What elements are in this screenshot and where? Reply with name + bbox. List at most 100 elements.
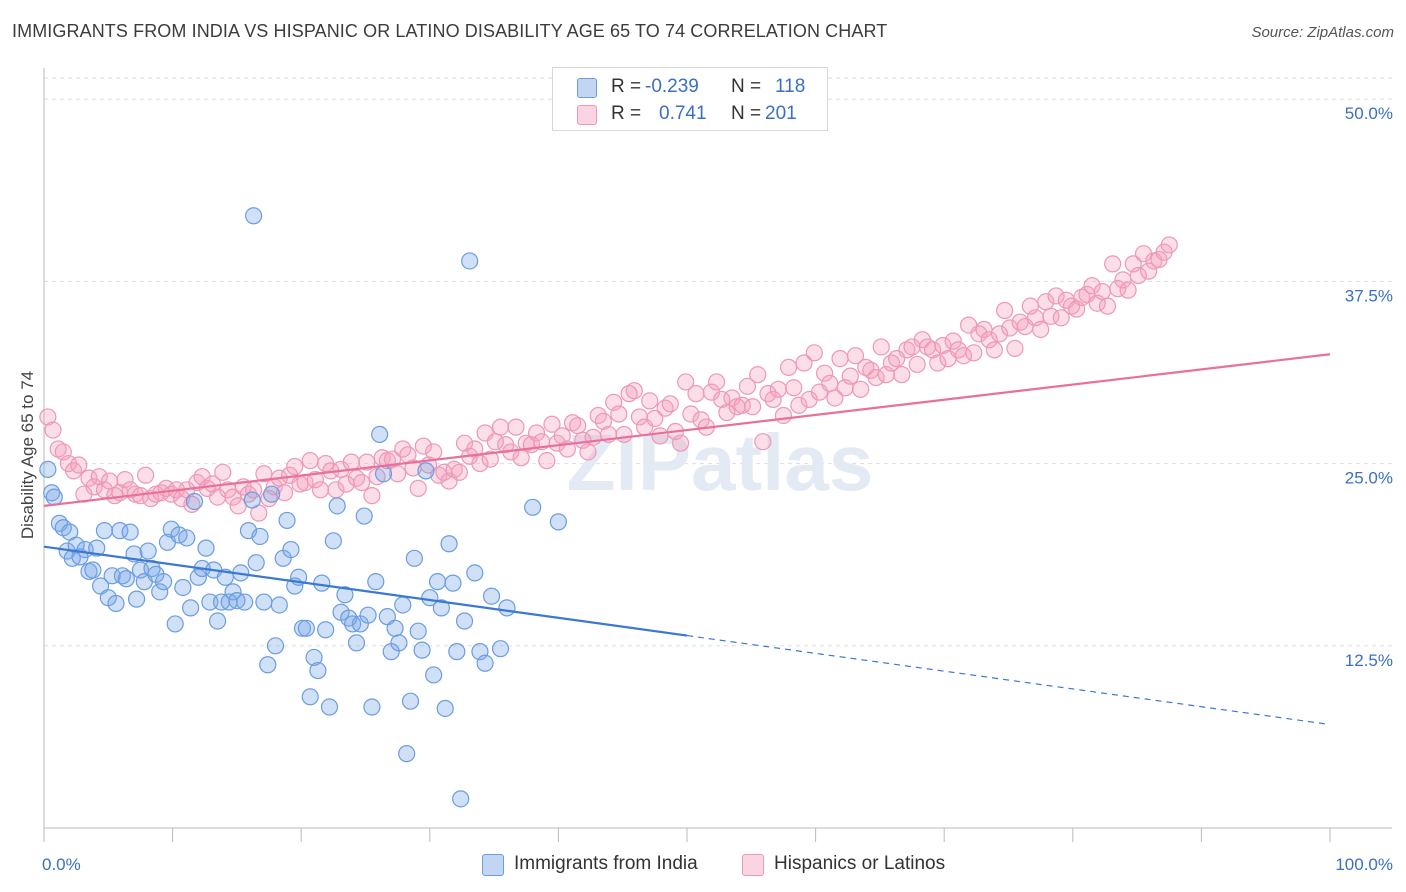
india-point — [243, 491, 261, 509]
hispanic-point — [610, 405, 628, 423]
hispanic-point — [924, 341, 942, 359]
india-point — [117, 570, 135, 588]
hispanic-point — [1093, 282, 1111, 301]
india-trend-extension — [686, 634, 1331, 726]
x-tick-label: 100.0% — [1335, 855, 1393, 874]
india-point — [255, 593, 273, 611]
india-point — [413, 641, 431, 659]
legend-swatch-hispanic — [742, 854, 764, 876]
legend-swatch-hispanic — [577, 105, 597, 125]
india-point — [324, 532, 342, 550]
trend-lines — [43, 353, 1331, 726]
india-point — [178, 529, 196, 547]
hispanic-point — [301, 452, 319, 470]
india-point — [359, 606, 377, 624]
correlation-legend: R = -0.239 N = 118 R = 0.741 N = 201 — [552, 67, 828, 131]
hispanic-point — [183, 495, 201, 513]
india-point — [84, 561, 102, 579]
hispanic-point — [651, 427, 669, 445]
india-point — [189, 568, 207, 586]
india-point — [166, 615, 184, 633]
hispanic-point — [615, 425, 633, 444]
india-point — [224, 583, 242, 601]
hispanic-point — [491, 418, 510, 436]
hispanic-point — [445, 460, 463, 479]
hispanic-point — [852, 380, 870, 398]
hispanic-point — [1098, 297, 1117, 315]
hispanic-point — [682, 405, 700, 423]
india-point — [386, 619, 404, 637]
hispanic-point — [563, 414, 582, 432]
hispanic-point — [425, 443, 443, 461]
india-point — [374, 465, 393, 483]
hispanic-point — [872, 338, 890, 356]
hispanic-point — [661, 395, 679, 413]
india-point — [293, 619, 312, 637]
hispanic-point — [1073, 288, 1091, 306]
hispanic-point — [620, 385, 638, 403]
india-point — [440, 535, 458, 553]
hispanic-point — [898, 341, 916, 359]
india-point — [455, 612, 474, 630]
india-point — [185, 492, 204, 511]
hispanic-point — [1047, 287, 1065, 305]
hispanic-point — [975, 320, 993, 339]
hispanic-point — [785, 379, 803, 397]
hispanic-point — [934, 336, 952, 355]
india-point — [336, 586, 354, 604]
hispanic-point — [749, 366, 767, 384]
hispanic-point — [414, 437, 432, 455]
hispanic-point — [641, 392, 659, 410]
hispanic-point — [116, 471, 134, 489]
legend-n-label: N = — [731, 76, 762, 97]
hispanic-point — [471, 454, 489, 473]
india-point — [107, 594, 125, 613]
hispanic-point — [929, 354, 947, 372]
hispanic-point — [821, 374, 839, 393]
hispanic-points — [39, 236, 1178, 522]
india-point — [320, 698, 339, 716]
hispanic-point — [671, 434, 690, 452]
india-point — [282, 540, 300, 559]
hispanic-point — [363, 487, 381, 505]
india-point — [245, 207, 263, 225]
hispanic-point — [512, 449, 530, 467]
hispanic-point — [255, 465, 273, 483]
india-point — [45, 488, 63, 506]
watermark: ZIPatlas — [567, 418, 874, 507]
legend-n-label: N = — [731, 103, 762, 124]
hispanic-point — [455, 434, 474, 452]
y-tick-label: 50.0% — [1345, 104, 1393, 123]
india-point — [263, 485, 281, 503]
india-point — [452, 790, 470, 808]
hispanic-point — [743, 398, 762, 416]
y-tick-label: 12.5% — [1345, 651, 1393, 670]
hispanic-point — [39, 408, 57, 426]
hispanic-point — [214, 463, 232, 481]
hispanic-point — [707, 373, 726, 391]
hispanic-point — [1052, 309, 1070, 327]
india-point — [127, 590, 146, 608]
india-point — [88, 539, 106, 557]
legend-swatch-india — [482, 854, 504, 876]
hispanic-point — [857, 358, 875, 376]
hispanic-point — [944, 332, 962, 350]
hispanic-point — [816, 364, 834, 382]
axes — [43, 68, 1392, 842]
india-point — [209, 612, 227, 630]
hispanic-point — [584, 428, 602, 446]
india-point — [313, 574, 331, 592]
hispanic-point — [507, 418, 525, 436]
hispanic-point — [779, 358, 798, 376]
hispanic-point — [306, 471, 324, 489]
hispanic-point — [990, 325, 1009, 343]
hispanic-point — [44, 421, 62, 439]
hispanic-point — [1140, 262, 1158, 280]
hispanic-point — [893, 366, 911, 384]
hispanic-point — [980, 331, 998, 349]
hispanic-point — [358, 453, 376, 471]
india-point — [347, 634, 366, 652]
legend-row-india: R = -0.239 N = 118 — [553, 74, 827, 102]
hispanic-point — [965, 344, 983, 362]
